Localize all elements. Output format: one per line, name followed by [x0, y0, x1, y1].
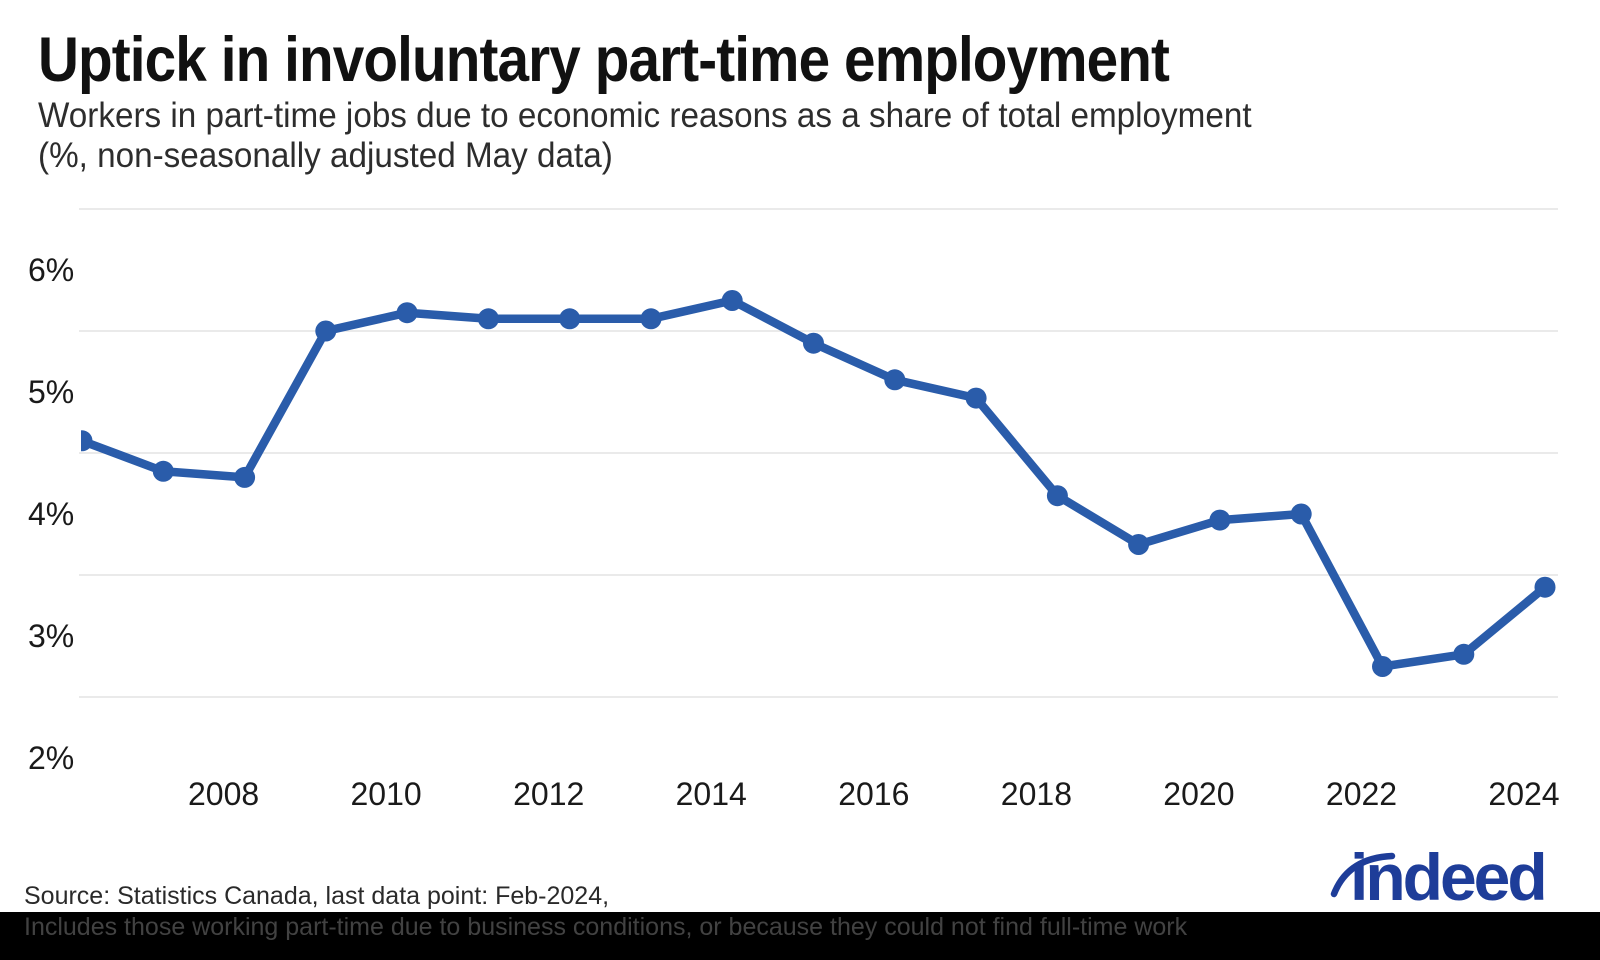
data-point-marker [1534, 576, 1556, 598]
line-chart-plot-area: 6% 5% 4% 3% 2% 2008 2010 2012 2014 2016 2018 2020 20… [28, 208, 1560, 812]
x-tick-label: 2020 [1163, 776, 1234, 812]
data-point-marker [1453, 643, 1475, 665]
y-tick-label: 4% [28, 496, 74, 532]
x-tick-label: 2022 [1326, 776, 1397, 812]
page-title: Uptick in involuntary part-time employme… [38, 25, 1170, 95]
data-point-marker [1372, 656, 1393, 677]
data-point-marker [477, 308, 499, 330]
data-point-marker [234, 466, 256, 488]
y-tick-label: 6% [28, 252, 74, 288]
x-tick-label: 2016 [838, 776, 909, 812]
data-point-marker [965, 387, 987, 409]
data-point-marker [721, 290, 743, 311]
x-tick-label: 2012 [513, 776, 584, 812]
data-point-marker [1209, 509, 1231, 531]
data-line [81, 296, 1548, 671]
data-point-marker [315, 320, 337, 342]
y-tick-label: 2% [28, 740, 74, 776]
data-point-marker [559, 308, 581, 330]
y-tick-label: 5% [28, 374, 74, 410]
x-tick-label: 2024 [1488, 776, 1559, 812]
data-point-marker [1128, 534, 1150, 555]
indeed-logo-text: indeed [1350, 840, 1548, 914]
data-point-marker [884, 369, 906, 391]
data-point-marker [396, 302, 418, 324]
chart-subtitle-line1: Workers in part-time jobs due to economi… [38, 96, 1252, 135]
indeed-logo: indeed [1330, 840, 1574, 924]
data-series-group [81, 290, 1556, 677]
x-tick-label: 2014 [676, 776, 747, 812]
data-point-marker [1290, 503, 1312, 525]
x-tick-label: 2018 [1001, 776, 1072, 812]
chart-subtitle: Workers in part-time jobs due to economi… [38, 96, 1252, 176]
data-point-marker [803, 332, 824, 354]
data-point-marker [640, 308, 662, 330]
data-point-marker [152, 460, 174, 482]
data-point-marker [1046, 485, 1068, 507]
indeed-logo-swoosh-icon [1330, 852, 1396, 898]
data-point-marker [81, 430, 93, 452]
x-tick-label: 2008 [188, 776, 259, 812]
x-tick-label: 2010 [351, 776, 422, 812]
source-note: Source: Statistics Canada, last data poi… [24, 882, 610, 910]
chart-subtitle-line2: (%, non-seasonally adjusted May data) [38, 136, 613, 175]
bottom-bar: Includes those working part-time due to … [0, 912, 1600, 960]
footnote: Includes those working part-time due to … [24, 913, 1188, 941]
y-tick-label: 3% [28, 618, 74, 654]
